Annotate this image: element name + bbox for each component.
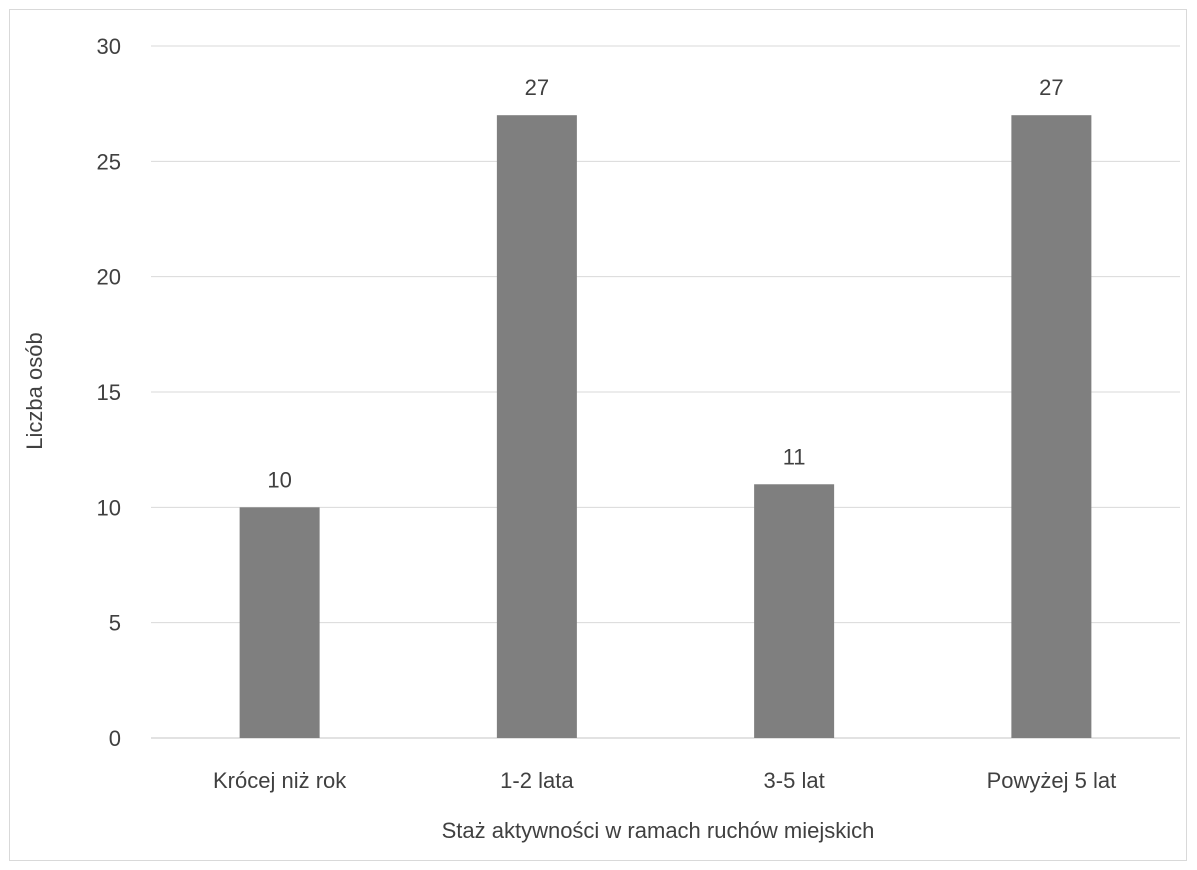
y-axis-ticks: 0 5 10 15 20 25 30 [97,34,121,751]
x-category-label: Krócej niż rok [213,768,347,793]
y-tick-label: 10 [97,495,121,520]
data-label: 27 [1039,75,1063,100]
y-tick-label: 0 [109,726,121,751]
y-tick-label: 5 [109,611,121,636]
data-labels: 10 27 11 27 [267,75,1063,492]
data-label: 11 [783,444,806,469]
bar [754,484,835,738]
x-category-label: Powyżej 5 lat [987,768,1117,793]
y-tick-label: 30 [97,34,121,59]
bar [496,115,577,738]
bar [239,507,320,738]
y-tick-label: 25 [97,149,121,174]
x-category-label: 3-5 lat [764,768,825,793]
y-tick-label: 15 [97,380,121,405]
data-label: 27 [525,75,549,100]
data-label: 10 [267,467,291,492]
chart-frame [9,9,1187,861]
y-tick-label: 20 [97,265,121,290]
bar [1011,115,1092,738]
y-axis-title: Liczba osób [22,332,47,449]
x-axis-categories: Krócej niż rok 1-2 lata 3-5 lat Powyżej 5 l… [213,768,1116,793]
bars [239,115,1092,738]
x-category-label: 1-2 lata [500,768,574,793]
gridlines [151,45,1180,739]
x-axis-title: Staż aktywności w ramach ruchów miejskic… [442,818,875,843]
